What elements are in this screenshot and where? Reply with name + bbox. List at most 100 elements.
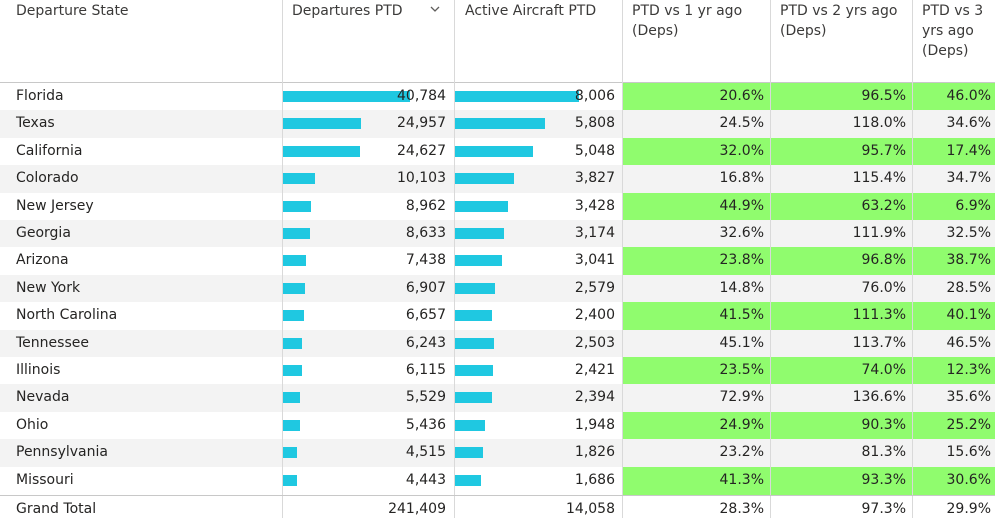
departures-value: 6,907 [405, 279, 446, 296]
vs-1yr-value: 20.6% [719, 88, 764, 104]
aircraft-value: 8,006 [574, 88, 615, 104]
vs-2yrs-value: 63.2% [861, 197, 906, 214]
grand-total-vs2: 97.3% [861, 501, 906, 517]
vs-1yr-value: 32.0% [719, 142, 764, 159]
aircraft-value: 2,400 [574, 307, 615, 324]
departures-value: 5,529 [405, 389, 446, 406]
departures-bar [283, 228, 310, 239]
vs-3yrs-value: 34.7% [946, 170, 991, 187]
departures-value: 6,243 [405, 334, 446, 351]
state-name: Missouri [16, 471, 74, 488]
vs-3yrs-value: 38.7% [946, 252, 991, 269]
grand-total-row: Grand Total 241,409 14,058 28.3% 97.3% 2… [0, 495, 995, 519]
aircraft-bar [455, 310, 493, 322]
state-name: New York [16, 279, 81, 296]
table-row[interactable]: California 24,627 5,048 32.0% 95.7% 17.4% [0, 138, 995, 165]
vs-3yrs-value: 46.5% [946, 334, 991, 351]
vs-1yr-value: 23.2% [719, 444, 764, 461]
table-row[interactable]: Tennessee 6,243 2,503 45.1% 113.7% 46.5% [0, 329, 995, 357]
departures-value: 8,633 [405, 225, 446, 241]
table-row[interactable]: Arizona 7,438 3,041 23.8% 96.8% 38.7% [0, 247, 995, 274]
grand-total-vs3: 29.9% [946, 501, 991, 517]
table-row[interactable]: New York 6,907 2,579 14.8% 76.0% 28.5% [0, 274, 995, 303]
vs-2yrs-value: 95.7% [861, 142, 906, 159]
aircraft-bar [455, 91, 579, 102]
state-name: Pennsylvania [16, 444, 108, 461]
aircraft-value: 1,948 [574, 416, 615, 433]
state-name: Nevada [16, 389, 70, 406]
vs-2yrs-value: 115.4% [852, 170, 906, 187]
table-row[interactable]: Missouri 4,443 1,686 41.3% 93.3% 30.6% [0, 467, 995, 494]
aircraft-bar [455, 200, 509, 212]
table-row[interactable]: Florida 40,784 8,006 20.6% 96.5% 46.0% [0, 83, 995, 110]
state-name: Tennessee [16, 334, 89, 351]
header-ptd-vs-2yrs[interactable]: PTD vs 2 yrs ago (Deps) [780, 3, 898, 39]
departures-value: 6,657 [405, 307, 446, 324]
vs-3yrs-value: 25.2% [946, 416, 991, 433]
vs-2yrs-value: 90.3% [861, 416, 906, 433]
aircraft-value: 3,174 [574, 225, 615, 241]
header-active-aircraft-ptd[interactable]: Active Aircraft PTD [465, 3, 597, 19]
vs-1yr-value: 32.6% [719, 225, 764, 241]
column-divider [770, 0, 771, 518]
departures-value: 24,957 [397, 115, 446, 132]
departures-bar [283, 337, 303, 349]
departures-value: 7,438 [405, 252, 446, 269]
state-name: Texas [16, 115, 55, 132]
table-row[interactable]: Colorado 10,103 3,827 16.8% 115.4% 34.7% [0, 165, 995, 193]
vs-1yr-value: 41.3% [719, 471, 764, 488]
aircraft-bar [455, 118, 545, 130]
state-name: Illinois [16, 362, 61, 378]
table-row[interactable]: Ohio 5,436 1,948 24.9% 90.3% 25.2% [0, 412, 995, 439]
state-name: North Carolina [16, 307, 118, 324]
state-name: Arizona [16, 252, 69, 269]
vs-1yr-value: 72.9% [719, 389, 764, 406]
vs-2yrs-value: 93.3% [861, 471, 906, 488]
vs-2yrs-value: 111.9% [852, 225, 906, 241]
header-ptd-vs-3yrs[interactable]: PTD vs 3 yrs ago (Deps) [922, 3, 984, 59]
departures-bar [283, 310, 304, 322]
table-row[interactable]: North Carolina 6,657 2,400 41.5% 111.3% 40.1% [0, 302, 995, 329]
vs-1yr-value: 45.1% [719, 334, 764, 351]
table-row[interactable]: New Jersey 8,962 3,428 44.9% 63.2% 6.9% [0, 193, 995, 220]
departures-bar [283, 255, 307, 267]
table-row[interactable]: Nevada 5,529 2,394 72.9% 136.6% 35.6% [0, 384, 995, 412]
vs-3yrs-value: 46.0% [946, 88, 991, 104]
departures-bar [283, 474, 297, 486]
table-row[interactable]: Georgia 8,633 3,174 32.6% 111.9% 32.5% [0, 220, 995, 248]
vs-1yr-value: 44.9% [719, 197, 764, 214]
vs-2yrs-value: 96.8% [861, 252, 906, 269]
aircraft-bar [455, 145, 534, 157]
aircraft-bar [455, 365, 493, 376]
table-row[interactable]: Pennsylvania 4,515 1,826 23.2% 81.3% 15.6% [0, 439, 995, 467]
departures-bar [283, 282, 305, 294]
aircraft-bar [455, 474, 482, 486]
aircraft-bar [455, 282, 495, 294]
state-name: Colorado [16, 170, 79, 187]
chevron-down-icon[interactable] [428, 2, 442, 16]
vs-1yr-value: 24.5% [719, 115, 764, 132]
vs-1yr-value: 23.8% [719, 252, 764, 269]
header-departures-ptd[interactable]: Departures PTD [292, 3, 403, 19]
table-row[interactable]: Texas 24,957 5,808 24.5% 118.0% 34.6% [0, 110, 995, 138]
column-divider [622, 0, 623, 518]
vs-3yrs-value: 32.5% [946, 225, 991, 241]
header-departure-state[interactable]: Departure State [16, 3, 129, 19]
aircraft-value: 1,686 [574, 471, 615, 488]
aircraft-value: 2,394 [574, 389, 615, 406]
column-divider [454, 0, 455, 518]
departures-value: 4,443 [405, 471, 446, 488]
departures-bar [283, 200, 311, 212]
column-divider [282, 0, 283, 518]
aircraft-bar [455, 173, 515, 185]
vs-1yr-value: 16.8% [719, 170, 764, 187]
vs-2yrs-value: 81.3% [861, 444, 906, 461]
vs-2yrs-value: 118.0% [852, 115, 906, 132]
aircraft-bar [455, 255, 503, 267]
header-ptd-vs-1yr[interactable]: PTD vs 1 yr ago (Deps) [632, 3, 743, 39]
vs-3yrs-value: 34.6% [946, 115, 991, 132]
grand-total-label: Grand Total [16, 501, 97, 517]
table-row[interactable]: Illinois 6,115 2,421 23.5% 74.0% 12.3% [0, 357, 995, 384]
aircraft-bar [455, 419, 486, 431]
departures-bar [283, 419, 300, 431]
